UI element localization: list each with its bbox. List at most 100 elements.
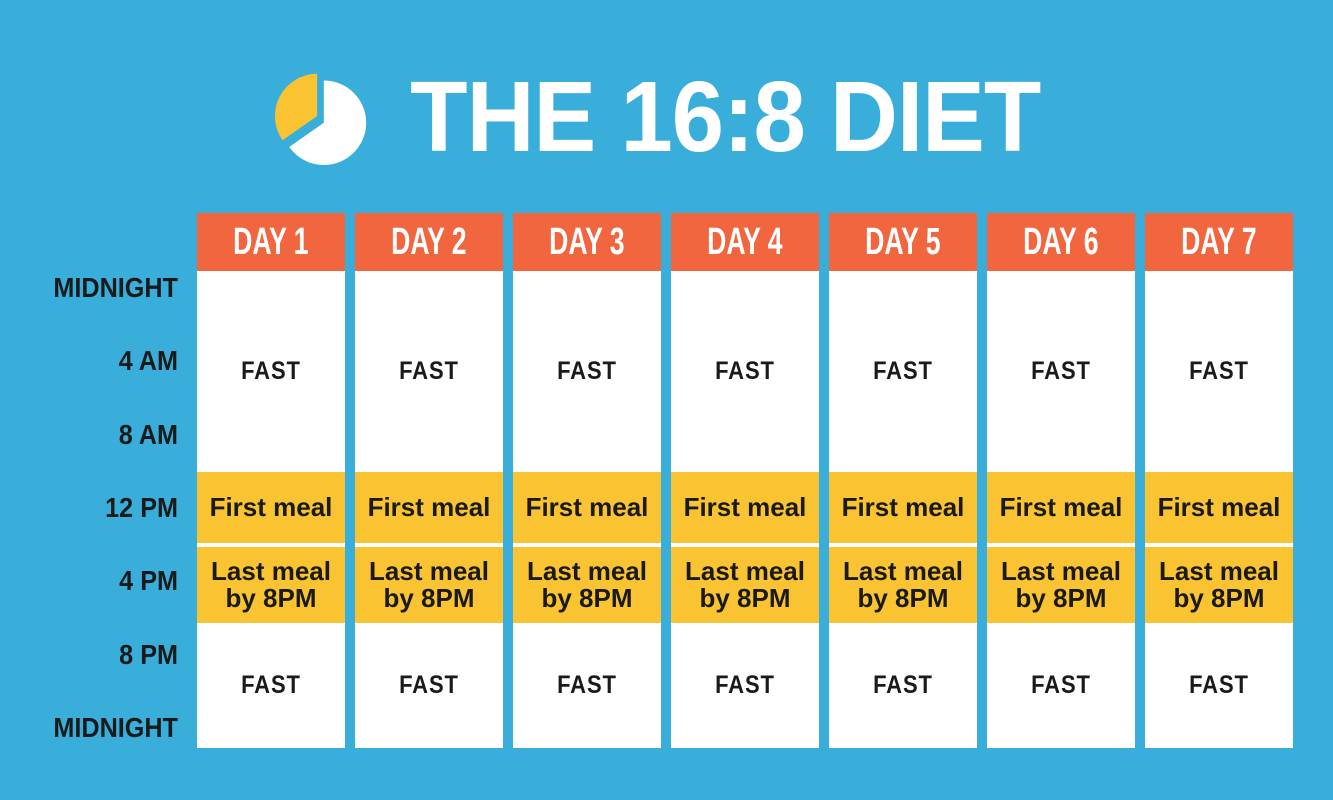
last-meal-line1: Last meal [1159, 556, 1279, 586]
day-header-label: DAY 3 [549, 220, 625, 263]
day-column-4: DAY 4 FAST First meal Last meal by 8PM FA… [671, 213, 819, 748]
fast-label: FAST [715, 357, 775, 385]
fast-label: FAST [715, 671, 775, 699]
cell-fast-pm: FAST [987, 623, 1135, 748]
day-header-label: DAY 4 [707, 220, 783, 263]
page-title: THE 16:8 DIET [410, 61, 1041, 173]
cell-first-meal: First meal [355, 472, 503, 543]
time-axis: MIDNIGHT 4 AM 8 AM 12 PM 4 PM 8 PM MIDNI… [0, 270, 178, 746]
last-meal-line2: by 8PM [383, 583, 475, 613]
day-header: DAY 1 [197, 213, 345, 271]
meal-divider [987, 543, 1135, 547]
cell-fast-am: FAST [987, 271, 1135, 472]
day-header-label: DAY 7 [1181, 220, 1257, 263]
cell-first-meal: First meal [1145, 472, 1293, 543]
cell-first-meal: First meal [197, 472, 345, 543]
schedule-table: DAY 1 FAST First meal Last meal by 8PM FA… [197, 213, 1293, 748]
day-column-2: DAY 2 FAST First meal Last meal by 8PM FA… [355, 213, 503, 748]
cell-first-meal: First meal [513, 472, 661, 543]
meal-divider [513, 543, 661, 547]
day-header-label: DAY 2 [391, 220, 467, 263]
cell-last-meal: Last meal by 8PM [829, 547, 977, 623]
fast-label: FAST [241, 357, 301, 385]
cell-first-meal: First meal [671, 472, 819, 543]
fast-label: FAST [873, 671, 933, 699]
cell-last-meal: Last meal by 8PM [671, 547, 819, 623]
time-label-4pm: 4 PM [119, 565, 178, 597]
last-meal-line2: by 8PM [1173, 583, 1265, 613]
meal-divider [197, 543, 345, 547]
day-header: DAY 4 [671, 213, 819, 271]
cell-fast-am: FAST [671, 271, 819, 472]
cell-first-meal: First meal [987, 472, 1135, 543]
meal-divider [355, 543, 503, 547]
day-column-6: DAY 6 FAST First meal Last meal by 8PM FA… [987, 213, 1135, 748]
day-header: DAY 7 [1145, 213, 1293, 271]
time-label-8am: 8 AM [118, 418, 178, 450]
first-meal-label: First meal [683, 492, 807, 522]
last-meal-line2: by 8PM [857, 583, 949, 613]
cell-fast-pm: FAST [513, 623, 661, 748]
first-meal-label: First meal [999, 492, 1123, 522]
day-column-7: DAY 7 FAST First meal Last meal by 8PM FA… [1145, 213, 1293, 748]
cell-fast-pm: FAST [1145, 623, 1293, 748]
cell-last-meal: Last meal by 8PM [513, 547, 661, 623]
day-header-label: DAY 5 [865, 220, 941, 263]
meal-divider [1145, 543, 1293, 547]
title-block: THE 16:8 DIET [0, 52, 1333, 182]
fast-label: FAST [241, 671, 301, 699]
last-meal-line2: by 8PM [699, 583, 791, 613]
day-column-3: DAY 3 FAST First meal Last meal by 8PM FA… [513, 213, 661, 748]
cell-fast-pm: FAST [671, 623, 819, 748]
first-meal-label: First meal [525, 492, 649, 522]
meal-divider [671, 543, 819, 547]
fast-label: FAST [399, 357, 459, 385]
day-header: DAY 2 [355, 213, 503, 271]
last-meal-line1: Last meal [369, 556, 489, 586]
time-label-midnight-bottom: MIDNIGHT [53, 711, 179, 743]
cell-fast-am: FAST [513, 271, 661, 472]
first-meal-label: First meal [1157, 492, 1281, 522]
fast-label: FAST [1189, 671, 1249, 699]
first-meal-label: First meal [841, 492, 965, 522]
cell-last-meal: Last meal by 8PM [1145, 547, 1293, 623]
day-header: DAY 3 [513, 213, 661, 271]
cell-fast-am: FAST [355, 271, 503, 472]
cell-last-meal: Last meal by 8PM [197, 547, 345, 623]
pie-clock-icon [275, 73, 367, 165]
last-meal-line1: Last meal [685, 556, 805, 586]
cell-fast-pm: FAST [829, 623, 977, 748]
last-meal-line1: Last meal [843, 556, 963, 586]
fast-label: FAST [1031, 357, 1091, 385]
day-header: DAY 6 [987, 213, 1135, 271]
fast-label: FAST [1189, 357, 1249, 385]
fast-label: FAST [557, 671, 617, 699]
fast-label: FAST [399, 671, 459, 699]
last-meal-line1: Last meal [211, 556, 331, 586]
fast-label: FAST [873, 357, 933, 385]
fast-label: FAST [557, 357, 617, 385]
cell-fast-am: FAST [197, 271, 345, 472]
time-label-12pm: 12 PM [105, 491, 178, 523]
time-label-midnight-top: MIDNIGHT [53, 272, 179, 303]
time-label-4am: 4 AM [118, 345, 178, 377]
fast-label: FAST [1031, 671, 1091, 699]
day-header-label: DAY 6 [1023, 220, 1099, 263]
day-column-5: DAY 5 FAST First meal Last meal by 8PM FA… [829, 213, 977, 748]
first-meal-label: First meal [209, 492, 333, 522]
time-label-8pm: 8 PM [119, 638, 178, 670]
cell-last-meal: Last meal by 8PM [987, 547, 1135, 623]
cell-last-meal: Last meal by 8PM [355, 547, 503, 623]
first-meal-label: First meal [367, 492, 491, 522]
cell-fast-am: FAST [829, 271, 977, 472]
last-meal-line2: by 8PM [1015, 583, 1107, 613]
cell-fast-pm: FAST [355, 623, 503, 748]
cell-fast-pm: FAST [197, 623, 345, 748]
cell-first-meal: First meal [829, 472, 977, 543]
last-meal-line1: Last meal [1001, 556, 1121, 586]
last-meal-line2: by 8PM [541, 583, 633, 613]
meal-divider [829, 543, 977, 547]
day-header-label: DAY 1 [233, 220, 309, 263]
cell-fast-am: FAST [1145, 271, 1293, 472]
